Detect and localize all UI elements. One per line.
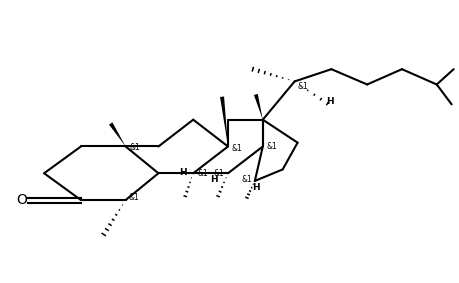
Text: &1: &1 (213, 169, 224, 178)
Text: &1: &1 (297, 82, 308, 91)
Text: O: O (17, 193, 28, 207)
Text: &1: &1 (241, 175, 252, 184)
Text: &1: &1 (128, 193, 139, 202)
Text: H: H (179, 168, 186, 177)
Text: &1: &1 (231, 144, 242, 153)
Text: H: H (325, 97, 333, 106)
Polygon shape (219, 97, 228, 147)
Text: &1: &1 (266, 142, 277, 151)
Text: H: H (209, 175, 217, 184)
Polygon shape (109, 123, 125, 147)
Text: H: H (252, 183, 259, 192)
Text: &1: &1 (196, 169, 207, 178)
Polygon shape (253, 94, 262, 120)
Text: &1: &1 (129, 143, 140, 152)
